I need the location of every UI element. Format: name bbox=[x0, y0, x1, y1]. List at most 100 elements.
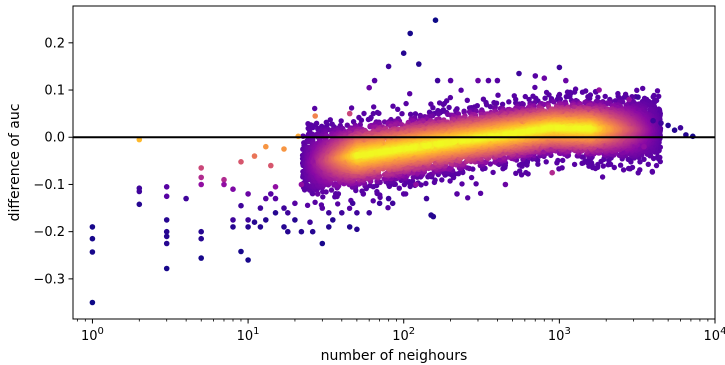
cloud-point bbox=[428, 113, 434, 120]
cloud-point bbox=[513, 170, 519, 176]
cloud-point bbox=[370, 198, 376, 204]
cloud-point bbox=[385, 205, 391, 211]
cloud-point bbox=[487, 161, 493, 167]
cloud-point bbox=[541, 101, 547, 108]
cloud-point bbox=[312, 105, 318, 112]
cloud-point bbox=[571, 89, 578, 95]
density-cloud bbox=[299, 84, 664, 211]
cloud-point bbox=[622, 91, 629, 98]
cloud-point bbox=[361, 110, 367, 117]
cloud-point bbox=[532, 84, 538, 91]
cloud-point bbox=[604, 100, 610, 107]
cloud-point bbox=[412, 111, 419, 117]
cloud-point bbox=[458, 87, 464, 93]
cloud-point bbox=[647, 107, 653, 114]
cloud-point bbox=[615, 90, 621, 97]
cloud-point bbox=[554, 160, 560, 166]
cloud-point bbox=[542, 95, 548, 101]
cloud-point bbox=[368, 114, 374, 121]
cloud-point bbox=[620, 167, 627, 173]
cloud-point bbox=[645, 161, 651, 167]
cloud-point bbox=[583, 88, 589, 94]
cloud-point bbox=[490, 169, 496, 176]
cloud-point bbox=[629, 164, 636, 171]
cloud-point bbox=[559, 165, 565, 171]
cloud-point bbox=[520, 101, 526, 107]
cloud-point bbox=[560, 157, 566, 164]
cloud-point bbox=[403, 100, 409, 107]
cloud-point bbox=[320, 194, 326, 200]
cloud-point bbox=[594, 164, 601, 170]
cloud-point bbox=[511, 93, 517, 99]
cloud-point bbox=[459, 181, 465, 187]
cloud-point bbox=[333, 181, 339, 187]
cloud-point bbox=[525, 171, 531, 177]
cloud-point bbox=[474, 103, 480, 109]
cloud-point bbox=[506, 99, 512, 105]
cloud-point bbox=[567, 89, 573, 96]
cloud-point bbox=[440, 101, 446, 108]
cloud-point bbox=[374, 109, 381, 116]
cloud-point bbox=[600, 163, 606, 169]
cloud-point bbox=[595, 94, 601, 101]
cloud-point bbox=[356, 114, 362, 121]
cloud-point bbox=[653, 162, 660, 169]
cloud-point bbox=[571, 161, 578, 168]
cloud-point bbox=[656, 93, 662, 100]
cloud-point bbox=[495, 92, 501, 98]
cloud-point bbox=[348, 105, 355, 111]
cloud-point bbox=[491, 99, 497, 106]
cloud-point bbox=[320, 188, 326, 195]
cloud-point bbox=[634, 87, 640, 94]
cloud-point bbox=[407, 111, 414, 118]
cloud-point bbox=[431, 179, 438, 186]
cloud-point bbox=[499, 101, 506, 108]
cloud-point bbox=[654, 88, 661, 94]
cloud-point bbox=[435, 111, 442, 117]
cloud-point bbox=[396, 185, 402, 191]
cloud-point bbox=[338, 118, 344, 124]
cloud-point bbox=[328, 187, 335, 193]
cloud-point bbox=[390, 103, 396, 109]
cloud-point bbox=[371, 104, 377, 110]
cloud-point bbox=[617, 162, 624, 168]
cloud-point bbox=[401, 181, 408, 188]
cloud-point bbox=[395, 106, 401, 113]
cloud-point bbox=[579, 160, 585, 166]
cloud-point bbox=[367, 182, 373, 189]
cloud-point bbox=[625, 156, 631, 163]
cloud-point bbox=[611, 164, 617, 171]
cloud-point bbox=[410, 174, 416, 180]
cloud-point bbox=[635, 170, 641, 176]
cloud-point bbox=[447, 178, 453, 184]
cloud-point bbox=[649, 168, 655, 175]
cloud-point bbox=[304, 202, 311, 208]
cloud-point bbox=[477, 190, 484, 196]
cloud-point bbox=[522, 93, 528, 100]
cloud-point bbox=[399, 111, 405, 117]
cloud-point bbox=[423, 180, 429, 187]
cloud-point bbox=[465, 195, 471, 201]
cloud-point bbox=[447, 94, 454, 101]
cloud-point bbox=[535, 161, 541, 167]
cloud-point bbox=[473, 181, 479, 187]
cloud-point bbox=[641, 156, 647, 162]
cloud-point bbox=[346, 205, 353, 211]
cloud-point bbox=[655, 153, 661, 160]
cloud-point bbox=[543, 159, 549, 165]
cloud-point bbox=[468, 174, 475, 181]
cloud-point bbox=[407, 91, 413, 97]
cloud-point bbox=[439, 177, 445, 183]
cloud-point bbox=[551, 99, 557, 105]
cloud-point bbox=[305, 121, 311, 127]
cloud-point bbox=[335, 201, 341, 207]
cloud-point bbox=[327, 117, 333, 123]
cloud-point bbox=[637, 159, 643, 165]
cloud-point bbox=[312, 199, 318, 205]
cloud-point bbox=[530, 93, 536, 99]
cloud-point bbox=[543, 89, 550, 96]
cloud-point bbox=[407, 181, 413, 188]
cloud-point bbox=[446, 104, 452, 111]
cloud-point bbox=[517, 168, 523, 174]
